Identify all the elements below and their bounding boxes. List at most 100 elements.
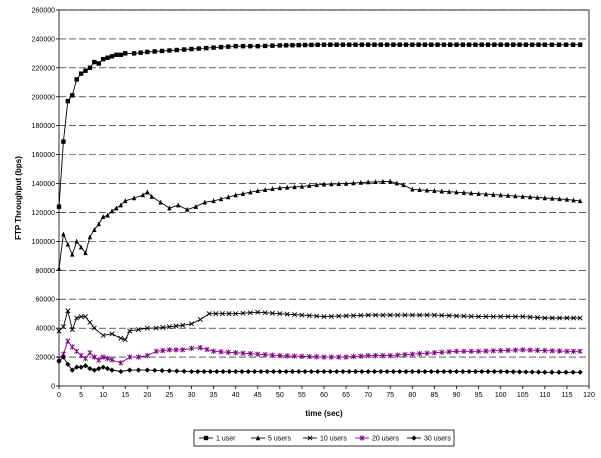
data-point [395, 352, 401, 358]
data-point [78, 352, 84, 359]
data-point [270, 43, 275, 48]
data-point [160, 324, 166, 330]
data-point [145, 49, 150, 55]
data-point [140, 192, 146, 198]
data-point [78, 314, 84, 320]
data-point [461, 348, 467, 354]
data-point [299, 183, 305, 189]
data-point [479, 368, 485, 375]
data-point [403, 368, 409, 375]
data-point [564, 196, 570, 202]
data-point [100, 214, 106, 219]
data-point [65, 98, 71, 104]
data-point [218, 349, 224, 355]
data-point [409, 368, 415, 375]
data-point [454, 42, 459, 47]
data-point [517, 42, 522, 47]
data-point [439, 312, 445, 318]
y-axis: 0 20000 40000 60000 80000 100000 120000 140000 1… [32, 8, 59, 391]
data-point [577, 42, 583, 47]
data-point [135, 367, 142, 373]
data-point [556, 42, 562, 47]
data-point [577, 315, 583, 321]
data-point [353, 42, 358, 47]
data-point [292, 312, 298, 318]
data-point [472, 368, 479, 375]
data-point [211, 198, 216, 204]
data-point [314, 354, 320, 360]
data-point [510, 369, 516, 375]
data-point [395, 312, 401, 318]
data-point [453, 348, 460, 354]
data-point [159, 367, 165, 374]
data-point [505, 192, 511, 198]
data-point [492, 42, 497, 47]
data-point [388, 178, 393, 184]
legend-label: 20 users [372, 436, 399, 443]
data-point [74, 315, 80, 321]
data-point [378, 42, 383, 47]
data-point [527, 314, 533, 320]
data-point [277, 352, 283, 359]
data-point [283, 43, 289, 48]
data-point [542, 195, 548, 201]
data-point [118, 52, 124, 58]
data-point [571, 197, 576, 203]
legend-marker [255, 435, 261, 441]
data-point [434, 368, 441, 375]
data-point [549, 42, 555, 47]
data-point [262, 351, 268, 358]
data-point [87, 319, 93, 325]
y-axis-label: FTP Throughput (bps) [14, 156, 23, 240]
data-point [549, 315, 555, 321]
data-point [277, 368, 283, 375]
data-point [262, 187, 268, 193]
data-point [469, 190, 474, 196]
data-point [174, 368, 180, 374]
data-point [416, 42, 421, 47]
data-point [410, 42, 415, 47]
data-point [466, 42, 472, 47]
x-tick-label: 115 [561, 392, 572, 399]
data-point [384, 368, 390, 375]
data-point [239, 368, 245, 375]
data-point [321, 368, 327, 375]
data-point [490, 348, 496, 354]
data-point [87, 234, 93, 240]
data-point [571, 348, 577, 354]
data-point [498, 314, 504, 320]
data-point [468, 348, 474, 354]
data-point [65, 361, 71, 367]
data-point [240, 310, 246, 316]
data-point [204, 45, 209, 51]
x-tick-label: 25 [166, 392, 174, 399]
data-point [460, 368, 466, 375]
data-point [422, 368, 428, 375]
data-point [82, 363, 89, 369]
data-point [131, 51, 137, 56]
data-point [365, 352, 371, 359]
data-point [410, 186, 415, 192]
data-point [226, 194, 231, 200]
data-point [87, 350, 93, 356]
data-point [505, 347, 511, 354]
y-tick-label: 40000 [36, 326, 56, 333]
y-tick-label: 260000 [32, 8, 55, 15]
data-point [306, 353, 312, 360]
data-point [96, 221, 101, 227]
data-point [118, 360, 124, 366]
data-point [534, 347, 540, 354]
data-point [82, 355, 89, 362]
data-point [100, 332, 106, 338]
y-tick-label: 140000 [32, 181, 55, 188]
data-point [424, 187, 430, 193]
data-point [70, 93, 75, 98]
data-point [327, 368, 333, 375]
data-point [201, 368, 207, 375]
data-point [206, 311, 212, 317]
data-point [536, 42, 541, 47]
data-point [542, 369, 548, 375]
legend-marker [359, 435, 365, 441]
data-point [174, 47, 179, 53]
